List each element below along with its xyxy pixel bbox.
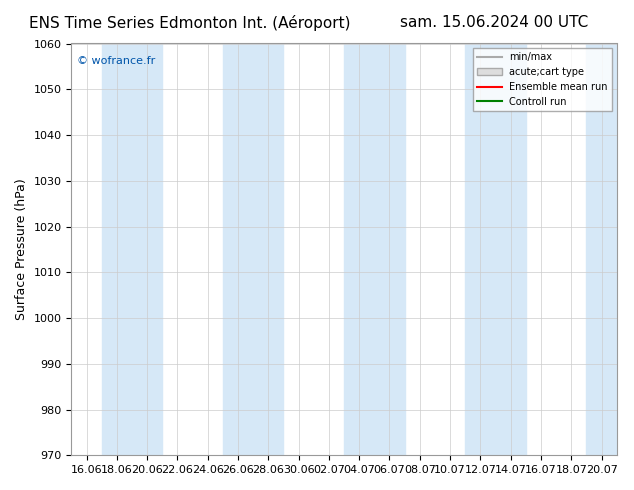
Bar	[344, 44, 404, 455]
Text: © wofrance.fr: © wofrance.fr	[77, 56, 155, 66]
Bar	[465, 44, 526, 455]
Bar	[101, 44, 162, 455]
Bar	[586, 44, 634, 455]
Y-axis label: Surface Pressure (hPa): Surface Pressure (hPa)	[15, 178, 28, 320]
Text: sam. 15.06.2024 00 UTC: sam. 15.06.2024 00 UTC	[401, 15, 588, 30]
Bar	[223, 44, 283, 455]
Legend: min/max, acute;cart type, Ensemble mean run, Controll run: min/max, acute;cart type, Ensemble mean …	[474, 49, 612, 111]
Text: ENS Time Series Edmonton Int. (Aéroport): ENS Time Series Edmonton Int. (Aéroport)	[29, 15, 351, 31]
